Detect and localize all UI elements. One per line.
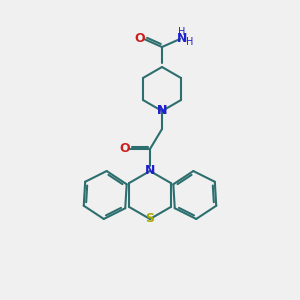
Text: H: H [178,27,186,37]
Text: H: H [186,37,194,47]
Text: N: N [157,104,167,118]
Text: O: O [135,32,145,44]
Text: N: N [177,32,187,46]
Text: N: N [145,164,155,178]
Text: N: N [157,104,167,118]
Text: O: O [120,142,130,155]
Text: S: S [146,212,154,226]
